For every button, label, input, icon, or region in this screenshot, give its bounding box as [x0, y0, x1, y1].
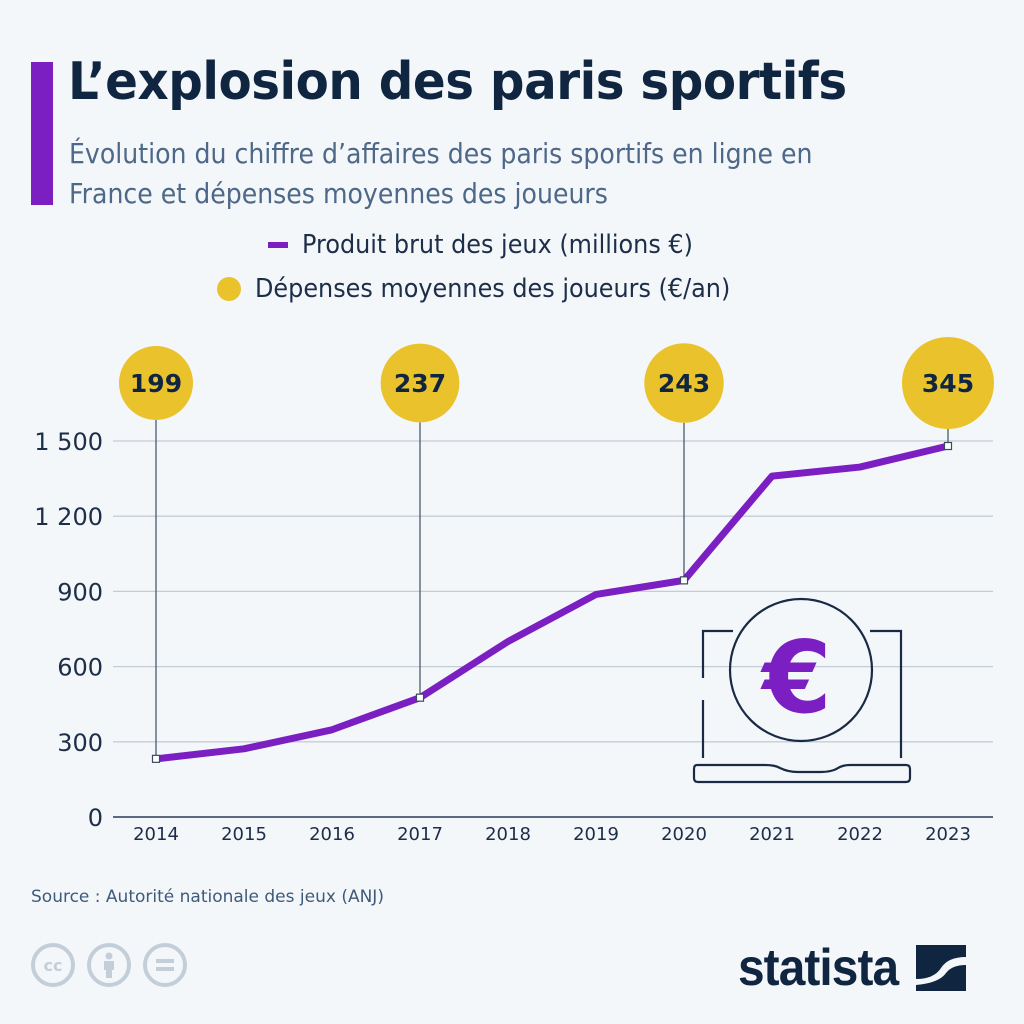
y-tick-label: 1 500 — [34, 428, 103, 456]
legend-dot-swatch — [217, 277, 241, 301]
x-tick-label: 2019 — [573, 824, 619, 845]
series-lines — [155, 442, 949, 763]
coin-circle — [728, 597, 874, 743]
x-tick-label: 2023 — [925, 824, 971, 845]
annotation-value: 243 — [658, 369, 710, 398]
laptop-base — [692, 763, 912, 784]
series-line — [155, 442, 949, 763]
y-tick-label: 1 200 — [34, 503, 103, 531]
page-subtitle: Évolution du chiffre d’affaires des pari… — [69, 137, 813, 210]
y-tick-label: 600 — [57, 654, 103, 682]
source-note: Source : Autorité nationale des jeux (AN… — [31, 887, 384, 907]
legend-item-gross-gaming-revenue: Produit brut des jeux (millions €) — [268, 230, 727, 260]
x-tick-label: 2022 — [837, 824, 883, 845]
y-axis-ticks: 0 300 600 900 1 200 1 500 — [34, 428, 103, 832]
legend-label: Dépenses moyennes des joueurs (€/an) — [255, 274, 731, 304]
x-axis-ticks: 2014 2015 2016 2017 2018 2019 2020 2021 2022 2023 — [133, 824, 971, 845]
data-point-marker — [415, 693, 425, 702]
annotation-bubble — [380, 343, 460, 423]
statista-logo[interactable]: statista — [738, 938, 968, 998]
y-tick-label: 300 — [57, 729, 103, 757]
logo-wordmark: statista — [738, 939, 899, 997]
x-tick-label: 2018 — [485, 824, 531, 845]
data-point-marker — [151, 754, 161, 763]
annotation-bubble — [902, 337, 994, 429]
point-markers — [151, 441, 953, 763]
x-tick-label: 2014 — [133, 824, 179, 845]
gridlines — [113, 440, 993, 818]
annotation-bubbles: 199 237 243 345 — [119, 337, 994, 429]
y-tick-label: 900 — [57, 578, 103, 606]
annotation-stems — [155, 420, 949, 759]
cc-icon[interactable]: cc — [31, 943, 75, 987]
attribution-icon[interactable] — [87, 943, 131, 987]
annotation-value: 345 — [922, 369, 974, 398]
x-tick-label: 2020 — [661, 824, 707, 845]
statista-logo-icon — [916, 945, 967, 991]
euro-icon: € — [760, 619, 832, 736]
laptop-euro-icon — [692, 597, 912, 784]
no-derivatives-icon[interactable] — [143, 943, 187, 987]
annotation-value: 237 — [394, 369, 446, 398]
x-tick-label: 2021 — [749, 824, 795, 845]
data-point-marker — [943, 441, 953, 451]
annotation-bubble — [119, 346, 193, 420]
title-accent-bar — [31, 62, 53, 205]
data-point-marker — [679, 576, 689, 585]
legend-item-average-spending: Dépenses moyennes des joueurs (€/an) — [217, 274, 772, 304]
page-title: L’explosion des paris sportifs — [68, 52, 847, 112]
legend-line-swatch — [268, 242, 288, 248]
x-tick-label: 2016 — [309, 824, 355, 845]
laptop-screen-left — [701, 629, 733, 678]
annotation-bubble — [644, 343, 724, 423]
laptop-screen-right — [870, 629, 903, 758]
license-icons: cc — [31, 943, 187, 987]
x-tick-label: 2015 — [221, 824, 267, 845]
x-tick-label: 2017 — [397, 824, 443, 845]
legend-label: Produit brut des jeux (millions €) — [302, 230, 693, 260]
annotation-value: 199 — [130, 369, 182, 398]
y-tick-label: 0 — [88, 804, 103, 832]
